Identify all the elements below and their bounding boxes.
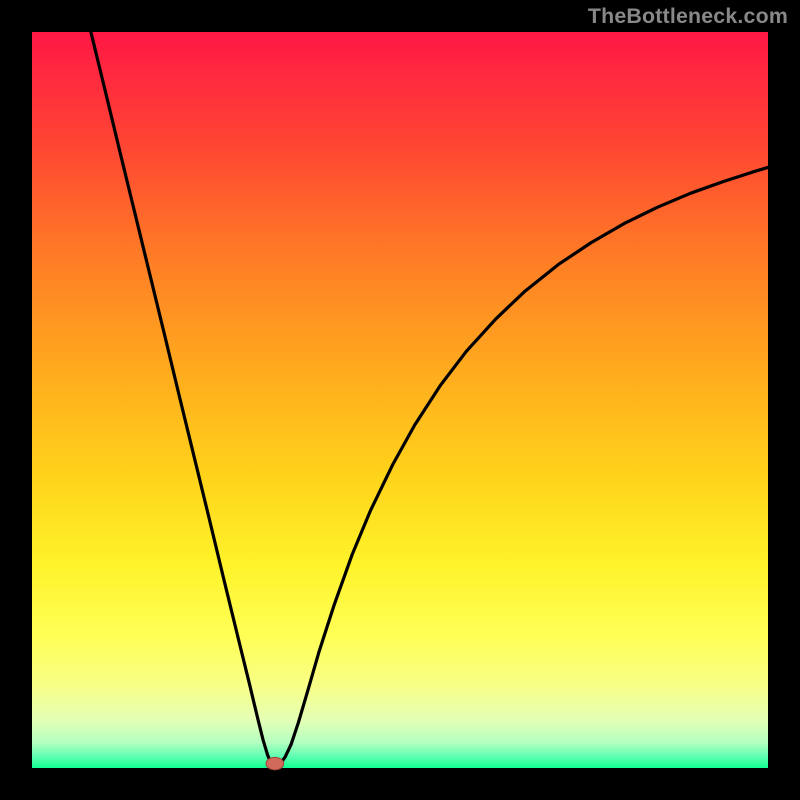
plot-area xyxy=(32,32,768,768)
watermark-text: TheBottleneck.com xyxy=(588,4,788,29)
chart-canvas: TheBottleneck.com xyxy=(0,0,800,800)
bottleneck-curve xyxy=(91,32,768,765)
min-marker-dot xyxy=(266,757,284,770)
curve-layer xyxy=(32,32,768,768)
